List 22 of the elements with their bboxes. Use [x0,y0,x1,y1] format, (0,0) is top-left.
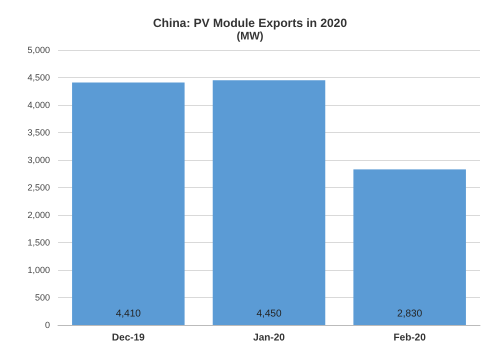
y-tick-label: 3,500 [27,128,50,138]
y-tick-label: 4,000 [27,100,50,110]
chart-title: China: PV Module Exports in 2020 [152,16,348,30]
y-tick-label: 0 [44,320,50,330]
chart-subtitle: (MW) [236,30,264,42]
data-label: 4,450 [256,308,282,320]
data-label: 2,830 [397,308,423,320]
bar [212,80,326,325]
bar [72,82,185,325]
y-tick-label: 2,000 [27,210,50,220]
x-tick-label: Jan-20 [253,332,286,344]
x-tick-label: Dec-19 [112,332,146,344]
y-tick-label: 1,000 [27,265,50,275]
y-tick-label: 2,500 [27,182,50,192]
y-tick-label: 3,000 [27,155,50,165]
y-tick-label: 500 [34,292,50,302]
data-label: 4,410 [116,308,142,320]
y-tick-label: 5,000 [27,45,50,55]
y-tick-label: 1,500 [27,238,50,248]
y-tick-label: 4,500 [27,72,50,82]
x-tick-label: Feb-20 [394,332,426,344]
bar [353,169,466,325]
